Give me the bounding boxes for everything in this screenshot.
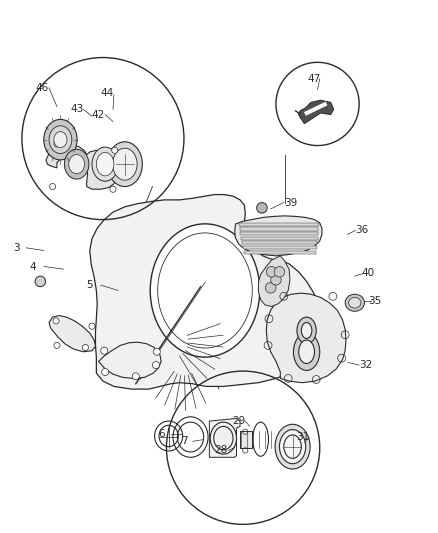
Text: 43: 43 — [70, 104, 83, 114]
Circle shape — [132, 373, 139, 380]
Circle shape — [152, 361, 159, 369]
Ellipse shape — [349, 297, 361, 308]
Text: 44: 44 — [101, 88, 114, 98]
Text: 32: 32 — [359, 360, 372, 370]
Polygon shape — [235, 216, 322, 256]
Polygon shape — [242, 241, 317, 245]
Ellipse shape — [345, 294, 364, 311]
Polygon shape — [304, 101, 328, 116]
Text: 3: 3 — [13, 243, 20, 253]
Polygon shape — [243, 246, 317, 249]
Ellipse shape — [113, 148, 137, 180]
Text: 31: 31 — [297, 432, 310, 442]
Circle shape — [257, 203, 267, 213]
Ellipse shape — [150, 224, 260, 357]
Polygon shape — [258, 256, 290, 306]
Text: 47: 47 — [308, 74, 321, 84]
Text: 40: 40 — [361, 269, 374, 278]
Text: 39: 39 — [285, 198, 298, 207]
Circle shape — [49, 183, 56, 190]
Polygon shape — [99, 342, 161, 378]
Polygon shape — [240, 228, 318, 231]
Circle shape — [101, 347, 108, 354]
Ellipse shape — [49, 126, 72, 154]
Text: 42: 42 — [92, 110, 105, 119]
Text: 4: 4 — [29, 262, 36, 271]
Polygon shape — [90, 195, 324, 389]
Text: 28: 28 — [215, 446, 228, 455]
Text: 46: 46 — [35, 83, 48, 93]
Circle shape — [274, 266, 285, 277]
Ellipse shape — [107, 142, 142, 187]
Circle shape — [153, 348, 160, 356]
Ellipse shape — [297, 317, 316, 344]
Ellipse shape — [293, 333, 320, 370]
Polygon shape — [209, 418, 240, 457]
Circle shape — [102, 368, 109, 376]
Text: 6: 6 — [159, 430, 166, 439]
Polygon shape — [240, 232, 318, 235]
Ellipse shape — [92, 147, 118, 181]
Text: 5: 5 — [86, 280, 93, 290]
Text: 29: 29 — [232, 416, 245, 426]
Circle shape — [265, 282, 276, 293]
Polygon shape — [46, 145, 120, 189]
Ellipse shape — [69, 155, 85, 174]
Circle shape — [54, 141, 60, 147]
Polygon shape — [240, 431, 252, 448]
Ellipse shape — [64, 149, 89, 179]
Circle shape — [53, 318, 59, 324]
Circle shape — [82, 344, 88, 351]
Polygon shape — [241, 237, 318, 240]
Ellipse shape — [275, 424, 310, 469]
Ellipse shape — [301, 322, 312, 338]
Circle shape — [54, 342, 60, 349]
Circle shape — [266, 266, 277, 277]
Polygon shape — [239, 223, 319, 226]
Polygon shape — [266, 293, 346, 383]
Ellipse shape — [96, 152, 114, 176]
Circle shape — [112, 147, 118, 154]
Ellipse shape — [54, 132, 67, 148]
Circle shape — [271, 274, 281, 285]
Ellipse shape — [44, 119, 77, 160]
Polygon shape — [299, 100, 334, 124]
Polygon shape — [49, 316, 95, 352]
Circle shape — [110, 186, 116, 192]
Text: 35: 35 — [368, 296, 381, 306]
Ellipse shape — [299, 340, 314, 364]
Text: 7: 7 — [180, 437, 187, 446]
Circle shape — [35, 276, 46, 287]
Ellipse shape — [279, 430, 306, 464]
Text: 36: 36 — [355, 225, 368, 235]
Polygon shape — [244, 251, 316, 254]
Circle shape — [89, 323, 95, 329]
